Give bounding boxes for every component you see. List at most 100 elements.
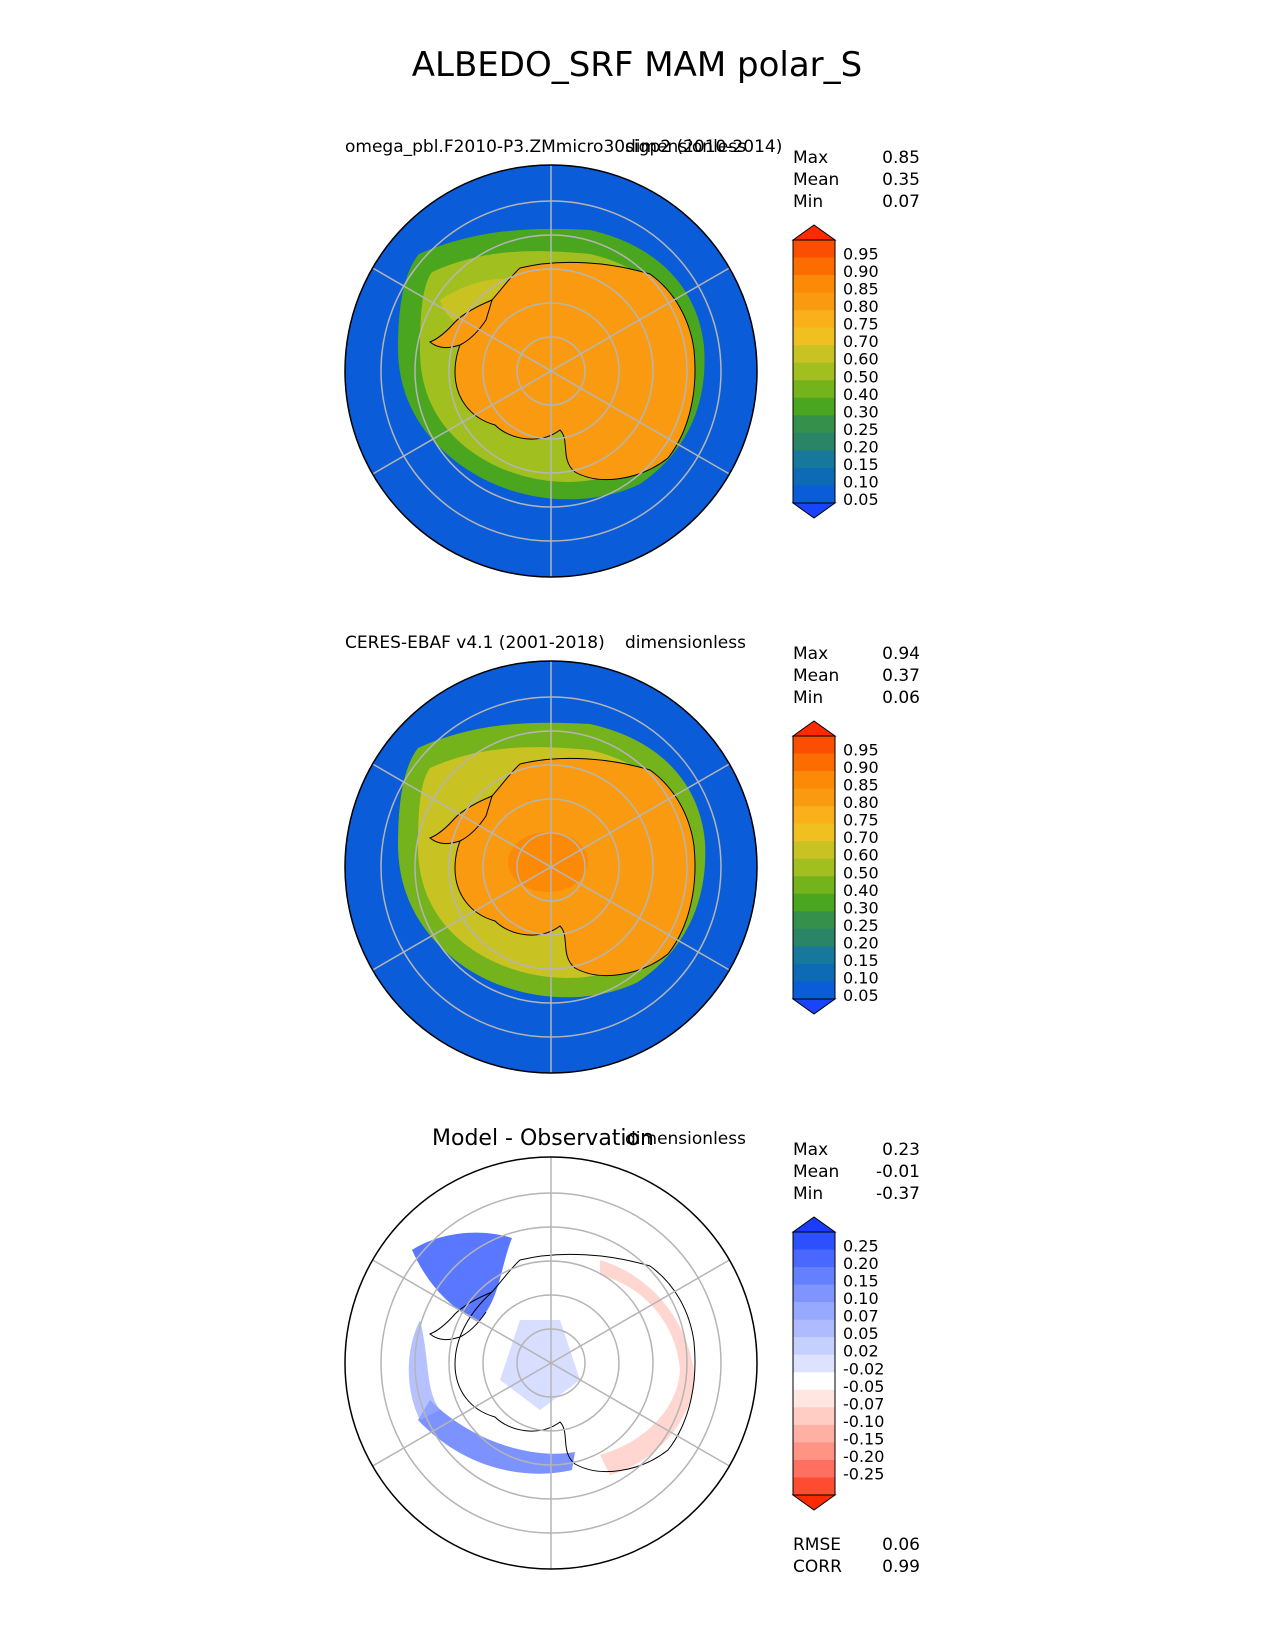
panel-test: omega_pbl.F2010-P3.ZMmicro30sigp2 (2010-… (344, 137, 920, 578)
panel-reference: CERES-EBAF v4.1 (2001-2018) dimensionles… (344, 633, 920, 1074)
colorbar-bin (793, 362, 835, 381)
difference-negative-weddell (412, 1232, 512, 1322)
colorbar-tick-label: -0.20 (843, 1447, 884, 1466)
colorbar-tick-label: 0.10 (843, 968, 879, 987)
graticule (372, 1157, 730, 1569)
colorbar-tick-label: 0.80 (843, 793, 879, 812)
panel-difference: Model - Observation dimensionless Max 0.… (344, 1126, 920, 1577)
colorbar-tick-label: -0.05 (843, 1377, 884, 1396)
polar-map-reference (344, 660, 758, 1074)
colorbar-bin (793, 946, 835, 965)
colorbar-bin (793, 1354, 835, 1373)
colorbar-bin (793, 275, 835, 294)
stat-label: Mean (793, 170, 839, 190)
panel-test-left-label: omega_pbl.F2010-P3.ZMmicro30sigp2 (2010-… (345, 137, 782, 157)
map-boundary (344, 164, 758, 578)
coastline (454, 1253, 696, 1473)
colorbar-tick-label: 0.05 (843, 490, 879, 509)
colorbar-bin (793, 1319, 835, 1338)
colorbar-outline (792, 735, 836, 1000)
stat-label: Min (793, 192, 823, 212)
colorbar-bin (793, 1302, 835, 1321)
stat-value: 0.07 (882, 192, 920, 212)
coastline-peninsula (429, 1291, 493, 1341)
colorbar-tick-label: 0.10 (843, 1289, 879, 1308)
figure-title: ALBEDO_SRF MAM polar_S (412, 45, 862, 85)
colorbar-bin (793, 1372, 835, 1391)
panel-difference-units-label: dimensionless (625, 1129, 746, 1149)
colorbar-bin (793, 397, 835, 416)
colorbar-bin (793, 788, 835, 807)
colorbar-bin (793, 345, 835, 364)
colorbar-tick-label: 0.70 (843, 828, 879, 847)
colorbar-tick-label: 0.90 (843, 262, 879, 281)
panel-difference-stats: Max 0.23 Mean -0.01 Min -0.37 (793, 1140, 920, 1204)
colorbar-outline (792, 1231, 836, 1496)
colorbar-bin (793, 771, 835, 790)
stat-value: 0.85 (882, 148, 920, 168)
colorbar-tick-label: 0.75 (843, 315, 879, 334)
colorbar-tick-label: 0.30 (843, 402, 879, 421)
colorbar-bin (793, 450, 835, 469)
colorbar-tick-label: 0.05 (843, 986, 879, 1005)
stat-value: -0.37 (876, 1184, 920, 1204)
colorbar-tick-label: 0.25 (843, 1237, 879, 1256)
colorbar-extend-max (791, 224, 837, 241)
colorbar-tick-label: 0.80 (843, 297, 879, 316)
colorbar-bin (793, 292, 835, 311)
colorbar-bin (793, 415, 835, 434)
colorbar-tick-label: 0.05 (843, 1324, 879, 1343)
colorbar-outline (792, 239, 836, 504)
colorbar-tick-label: 0.40 (843, 881, 879, 900)
colorbar-bin (793, 1337, 835, 1356)
colorbar-tick-label: 0.95 (843, 741, 879, 760)
stat-value: 0.94 (882, 644, 920, 664)
colorbar-tick-label: 0.20 (843, 437, 879, 456)
colorbar-tick-label: 0.90 (843, 758, 879, 777)
colorbar-bin (793, 1284, 835, 1303)
colorbar-tick-label: -0.25 (843, 1464, 884, 1483)
colorbar-bin (793, 467, 835, 486)
colorbar-tick-label: 0.85 (843, 280, 879, 299)
stat-value: 0.99 (882, 1557, 920, 1577)
stat-label: Max (793, 148, 828, 168)
map-boundary (344, 1156, 758, 1570)
panel-reference-units-label: dimensionless (625, 633, 746, 653)
stat-label: RMSE (793, 1535, 841, 1555)
stat-label: Mean (793, 666, 839, 686)
colorbar-tick-label: 0.30 (843, 898, 879, 917)
colorbar-bin (793, 928, 835, 947)
colorbar-bin (793, 893, 835, 912)
colorbar-test: 0.950.900.850.800.750.700.600.500.400.30… (791, 224, 879, 519)
colorbar-bin (793, 310, 835, 329)
colorbar-bin (793, 806, 835, 825)
colorbar-bin (793, 753, 835, 772)
colorbar-bin (793, 876, 835, 895)
polar-map-difference (344, 1156, 758, 1570)
panel-reference-left-label: CERES-EBAF v4.1 (2001-2018) (345, 633, 605, 653)
graticule (372, 661, 730, 1073)
colorbar-bin (793, 380, 835, 399)
colorbar-bin (793, 963, 835, 982)
colorbar-bin (793, 911, 835, 930)
stat-value: 0.06 (882, 1535, 920, 1555)
colorbar-tick-label: 0.15 (843, 951, 879, 970)
stat-value: 0.23 (882, 1140, 920, 1160)
stat-value: 0.35 (882, 170, 920, 190)
colorbar-bin (793, 1477, 835, 1496)
colorbar-bin (793, 1232, 835, 1251)
stat-label: Mean (793, 1162, 839, 1182)
colorbar-tick-label: 0.85 (843, 776, 879, 795)
colorbar-bin (793, 1459, 835, 1478)
colorbar-tick-label: 0.07 (843, 1307, 879, 1326)
colorbar-tick-label: 0.60 (843, 350, 879, 369)
panel-difference-error-stats: RMSE 0.06 CORR 0.99 (793, 1535, 920, 1577)
colorbar-extend-min (791, 998, 837, 1015)
colorbar-tick-label: 0.50 (843, 863, 879, 882)
colorbar-bin (793, 1389, 835, 1408)
colorbar-tick-label: 0.75 (843, 811, 879, 830)
stat-value: 0.37 (882, 666, 920, 686)
panel-reference-stats: Max 0.94 Mean 0.37 Min 0.06 (793, 644, 920, 708)
colorbar-difference: 0.250.200.150.100.070.050.02-0.02-0.05-0… (791, 1216, 884, 1511)
colorbar-bin (793, 1407, 835, 1426)
